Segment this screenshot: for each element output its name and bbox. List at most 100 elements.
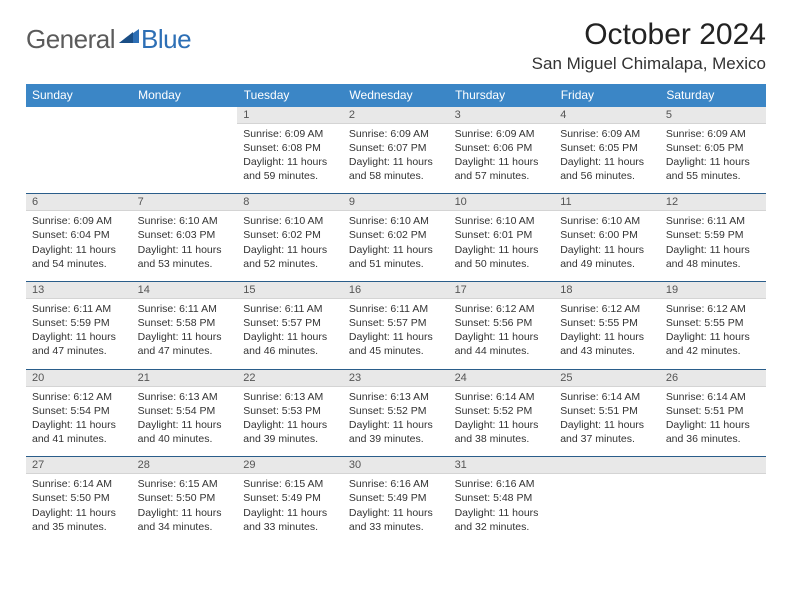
day-details: Sunrise: 6:14 AMSunset: 5:50 PMDaylight:… xyxy=(26,474,132,544)
calendar-day-cell: 10Sunrise: 6:10 AMSunset: 6:01 PMDayligh… xyxy=(449,194,555,282)
day-details: Sunrise: 6:11 AMSunset: 5:59 PMDaylight:… xyxy=(26,299,132,369)
weekday-header: Saturday xyxy=(660,84,766,107)
day-details: Sunrise: 6:11 AMSunset: 5:58 PMDaylight:… xyxy=(132,299,238,369)
calendar-day-cell: 4Sunrise: 6:09 AMSunset: 6:05 PMDaylight… xyxy=(554,107,660,194)
calendar-header-row: SundayMondayTuesdayWednesdayThursdayFrid… xyxy=(26,84,766,107)
day-details: Sunrise: 6:10 AMSunset: 6:00 PMDaylight:… xyxy=(554,211,660,281)
day-number: 16 xyxy=(343,282,449,299)
calendar-day-cell: 12Sunrise: 6:11 AMSunset: 5:59 PMDayligh… xyxy=(660,194,766,282)
day-details: Sunrise: 6:09 AMSunset: 6:06 PMDaylight:… xyxy=(449,124,555,194)
calendar-day-cell: 27Sunrise: 6:14 AMSunset: 5:50 PMDayligh… xyxy=(26,457,132,544)
weekday-header: Friday xyxy=(554,84,660,107)
calendar-day-cell: 16Sunrise: 6:11 AMSunset: 5:57 PMDayligh… xyxy=(343,281,449,369)
day-number: 3 xyxy=(449,107,555,124)
day-details: Sunrise: 6:10 AMSunset: 6:03 PMDaylight:… xyxy=(132,211,238,281)
day-number: 17 xyxy=(449,282,555,299)
day-number: 13 xyxy=(26,282,132,299)
day-number: 26 xyxy=(660,370,766,387)
day-number: 31 xyxy=(449,457,555,474)
calendar-day-cell: 11Sunrise: 6:10 AMSunset: 6:00 PMDayligh… xyxy=(554,194,660,282)
calendar-day-cell: 2Sunrise: 6:09 AMSunset: 6:07 PMDaylight… xyxy=(343,107,449,194)
day-number: 21 xyxy=(132,370,238,387)
calendar-day-cell: 17Sunrise: 6:12 AMSunset: 5:56 PMDayligh… xyxy=(449,281,555,369)
day-number: 25 xyxy=(554,370,660,387)
calendar-day-cell: 23Sunrise: 6:13 AMSunset: 5:52 PMDayligh… xyxy=(343,369,449,457)
calendar-week-row: 13Sunrise: 6:11 AMSunset: 5:59 PMDayligh… xyxy=(26,281,766,369)
calendar-day-cell: 18Sunrise: 6:12 AMSunset: 5:55 PMDayligh… xyxy=(554,281,660,369)
day-details: Sunrise: 6:11 AMSunset: 5:57 PMDaylight:… xyxy=(343,299,449,369)
calendar-week-row: 27Sunrise: 6:14 AMSunset: 5:50 PMDayligh… xyxy=(26,457,766,544)
logo-word-blue: Blue xyxy=(141,24,191,55)
day-number: 4 xyxy=(554,107,660,124)
calendar-day-cell: 28Sunrise: 6:15 AMSunset: 5:50 PMDayligh… xyxy=(132,457,238,544)
day-details: Sunrise: 6:09 AMSunset: 6:05 PMDaylight:… xyxy=(554,124,660,194)
day-number: 28 xyxy=(132,457,238,474)
location-subtitle: San Miguel Chimalapa, Mexico xyxy=(532,54,766,74)
day-details: Sunrise: 6:12 AMSunset: 5:55 PMDaylight:… xyxy=(554,299,660,369)
calendar-day-cell: 26Sunrise: 6:14 AMSunset: 5:51 PMDayligh… xyxy=(660,369,766,457)
day-details: Sunrise: 6:13 AMSunset: 5:53 PMDaylight:… xyxy=(237,387,343,457)
day-details: Sunrise: 6:09 AMSunset: 6:07 PMDaylight:… xyxy=(343,124,449,194)
calendar-day-cell: 31Sunrise: 6:16 AMSunset: 5:48 PMDayligh… xyxy=(449,457,555,544)
title-block: October 2024 San Miguel Chimalapa, Mexic… xyxy=(532,18,766,74)
calendar-day-cell: 20Sunrise: 6:12 AMSunset: 5:54 PMDayligh… xyxy=(26,369,132,457)
day-number: 6 xyxy=(26,194,132,211)
day-details: Sunrise: 6:12 AMSunset: 5:56 PMDaylight:… xyxy=(449,299,555,369)
day-details: Sunrise: 6:14 AMSunset: 5:51 PMDaylight:… xyxy=(554,387,660,457)
day-number: 23 xyxy=(343,370,449,387)
header: General Blue October 2024 San Miguel Chi… xyxy=(26,18,766,74)
day-number: 24 xyxy=(449,370,555,387)
day-number: 12 xyxy=(660,194,766,211)
calendar-day-cell: 14Sunrise: 6:11 AMSunset: 5:58 PMDayligh… xyxy=(132,281,238,369)
logo-word-general: General xyxy=(26,24,115,55)
day-details: Sunrise: 6:09 AMSunset: 6:08 PMDaylight:… xyxy=(237,124,343,194)
day-details: Sunrise: 6:10 AMSunset: 6:02 PMDaylight:… xyxy=(343,211,449,281)
calendar-day-cell: 13Sunrise: 6:11 AMSunset: 5:59 PMDayligh… xyxy=(26,281,132,369)
calendar-empty-cell xyxy=(554,457,660,544)
day-details: Sunrise: 6:13 AMSunset: 5:54 PMDaylight:… xyxy=(132,387,238,457)
calendar-week-row: 20Sunrise: 6:12 AMSunset: 5:54 PMDayligh… xyxy=(26,369,766,457)
day-number: 1 xyxy=(237,107,343,124)
weekday-header: Tuesday xyxy=(237,84,343,107)
calendar-day-cell: 9Sunrise: 6:10 AMSunset: 6:02 PMDaylight… xyxy=(343,194,449,282)
weekday-header: Thursday xyxy=(449,84,555,107)
day-number: 20 xyxy=(26,370,132,387)
logo-triangle-icon xyxy=(119,27,139,43)
calendar-day-cell: 1Sunrise: 6:09 AMSunset: 6:08 PMDaylight… xyxy=(237,107,343,194)
day-number: 30 xyxy=(343,457,449,474)
calendar-week-row: 6Sunrise: 6:09 AMSunset: 6:04 PMDaylight… xyxy=(26,194,766,282)
calendar-empty-cell xyxy=(660,457,766,544)
day-details: Sunrise: 6:14 AMSunset: 5:52 PMDaylight:… xyxy=(449,387,555,457)
day-details: Sunrise: 6:16 AMSunset: 5:49 PMDaylight:… xyxy=(343,474,449,544)
day-details: Sunrise: 6:12 AMSunset: 5:54 PMDaylight:… xyxy=(26,387,132,457)
day-details: Sunrise: 6:10 AMSunset: 6:01 PMDaylight:… xyxy=(449,211,555,281)
day-details: Sunrise: 6:09 AMSunset: 6:04 PMDaylight:… xyxy=(26,211,132,281)
day-details: Sunrise: 6:16 AMSunset: 5:48 PMDaylight:… xyxy=(449,474,555,544)
calendar-day-cell: 6Sunrise: 6:09 AMSunset: 6:04 PMDaylight… xyxy=(26,194,132,282)
calendar-empty-cell xyxy=(26,107,132,194)
day-number: 10 xyxy=(449,194,555,211)
day-number: 29 xyxy=(237,457,343,474)
calendar-day-cell: 25Sunrise: 6:14 AMSunset: 5:51 PMDayligh… xyxy=(554,369,660,457)
day-number: 11 xyxy=(554,194,660,211)
calendar-empty-cell xyxy=(132,107,238,194)
calendar-day-cell: 19Sunrise: 6:12 AMSunset: 5:55 PMDayligh… xyxy=(660,281,766,369)
day-number: 7 xyxy=(132,194,238,211)
calendar-day-cell: 30Sunrise: 6:16 AMSunset: 5:49 PMDayligh… xyxy=(343,457,449,544)
day-details: Sunrise: 6:14 AMSunset: 5:51 PMDaylight:… xyxy=(660,387,766,457)
day-details: Sunrise: 6:11 AMSunset: 5:57 PMDaylight:… xyxy=(237,299,343,369)
calendar-day-cell: 15Sunrise: 6:11 AMSunset: 5:57 PMDayligh… xyxy=(237,281,343,369)
day-number: 5 xyxy=(660,107,766,124)
calendar-day-cell: 29Sunrise: 6:15 AMSunset: 5:49 PMDayligh… xyxy=(237,457,343,544)
day-number: 27 xyxy=(26,457,132,474)
calendar-day-cell: 24Sunrise: 6:14 AMSunset: 5:52 PMDayligh… xyxy=(449,369,555,457)
logo: General Blue xyxy=(26,18,191,55)
page-title: October 2024 xyxy=(532,18,766,52)
weekday-header: Monday xyxy=(132,84,238,107)
calendar-table: SundayMondayTuesdayWednesdayThursdayFrid… xyxy=(26,84,766,544)
day-number: 14 xyxy=(132,282,238,299)
calendar-day-cell: 5Sunrise: 6:09 AMSunset: 6:05 PMDaylight… xyxy=(660,107,766,194)
day-number: 15 xyxy=(237,282,343,299)
day-details: Sunrise: 6:09 AMSunset: 6:05 PMDaylight:… xyxy=(660,124,766,194)
day-details: Sunrise: 6:13 AMSunset: 5:52 PMDaylight:… xyxy=(343,387,449,457)
